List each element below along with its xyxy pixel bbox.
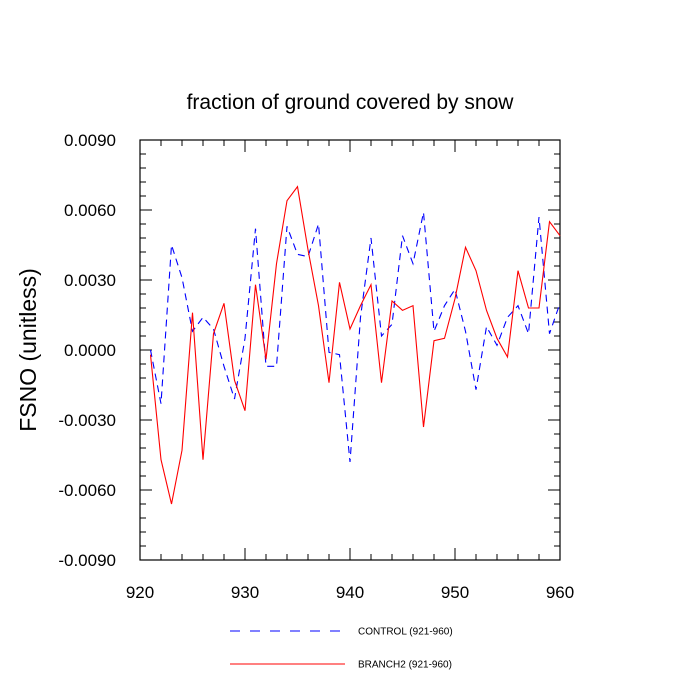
data-point <box>349 328 352 331</box>
data-point <box>328 381 331 384</box>
data-point <box>160 402 163 405</box>
data-point <box>496 344 499 347</box>
data-point <box>338 353 341 356</box>
data-point <box>517 304 520 307</box>
data-point <box>328 351 331 354</box>
data-point <box>370 283 373 286</box>
data-point <box>244 409 247 412</box>
data-point <box>233 398 236 401</box>
data-point <box>202 458 205 461</box>
data-point <box>485 309 488 312</box>
data-point <box>149 349 152 352</box>
data-point <box>527 332 530 335</box>
series-line-0 <box>149 212 561 463</box>
data-point <box>412 304 415 307</box>
data-point <box>149 353 152 356</box>
data-point <box>506 356 509 359</box>
data-point <box>296 185 299 188</box>
data-point <box>412 262 415 265</box>
data-point <box>506 316 509 319</box>
data-point <box>233 379 236 382</box>
data-point <box>464 246 467 249</box>
data-point <box>401 234 404 237</box>
data-point <box>170 244 173 247</box>
data-point <box>275 262 278 265</box>
data-point <box>422 211 425 214</box>
data-point <box>370 237 373 240</box>
data-point <box>538 216 541 219</box>
data-point <box>380 381 383 384</box>
plot-frame <box>139 139 561 561</box>
data-point <box>349 461 352 464</box>
data-point <box>317 304 320 307</box>
data-point <box>559 234 562 237</box>
data-point <box>244 337 247 340</box>
data-point <box>286 199 289 202</box>
legend-label: CONTROL (921-960) <box>358 627 453 638</box>
y-tick-label: -0.0090 <box>58 551 116 570</box>
data-point <box>485 325 488 328</box>
data-point <box>265 358 268 361</box>
data-point <box>433 339 436 342</box>
data-point <box>223 302 226 305</box>
data-point <box>454 297 457 300</box>
data-point <box>338 281 341 284</box>
data-point <box>517 269 520 272</box>
data-point <box>191 311 194 314</box>
y-tick-label: 0.0030 <box>64 271 116 290</box>
data-point <box>475 269 478 272</box>
data-point <box>433 330 436 333</box>
data-point <box>538 307 541 310</box>
data-point <box>527 307 530 310</box>
data-point <box>181 449 184 452</box>
data-point <box>359 304 362 307</box>
data-point <box>391 323 394 326</box>
data-point <box>254 227 257 230</box>
data-point <box>391 300 394 303</box>
data-point <box>317 223 320 226</box>
data-point <box>170 503 173 506</box>
series-line-1 <box>149 185 561 505</box>
data-point <box>454 288 457 291</box>
y-tick-label: 0.0090 <box>64 131 116 150</box>
y-axis-label: FSNO (unitless) <box>15 268 41 432</box>
data-point <box>212 332 215 335</box>
y-tick-label: 0.0060 <box>64 201 116 220</box>
data-point <box>548 332 551 335</box>
data-point <box>307 248 310 251</box>
data-point <box>202 316 205 319</box>
data-point <box>254 283 257 286</box>
x-tick-label: 930 <box>231 583 259 602</box>
y-tick-label: 0.0000 <box>64 341 116 360</box>
data-point <box>464 330 467 333</box>
data-point <box>443 304 446 307</box>
data-point <box>401 309 404 312</box>
plot-area: 920 930 940 950 960 -0.0090 -0.0060 -0.0030 0.00… <box>58 131 574 602</box>
data-point <box>496 337 499 340</box>
x-tick-label: 940 <box>336 583 364 602</box>
data-point <box>275 365 278 368</box>
data-point <box>559 302 562 305</box>
data-point <box>265 365 268 368</box>
chart-title: fraction of ground covered by snow <box>187 91 515 114</box>
data-point <box>422 426 425 429</box>
legend-label: BRANCH2 (921-960) <box>358 660 452 671</box>
data-point <box>548 220 551 223</box>
data-point <box>181 276 184 279</box>
x-tick-label: 920 <box>126 583 154 602</box>
legend: CONTROL (921-960) BRANCH2 (921-960) <box>230 627 453 671</box>
data-point <box>443 337 446 340</box>
data-point <box>286 225 289 228</box>
x-tick-label: 960 <box>546 583 574 602</box>
data-point <box>359 316 362 319</box>
data-point <box>380 335 383 338</box>
y-tick-label: -0.0030 <box>58 411 116 430</box>
y-tick-label: -0.0060 <box>58 481 116 500</box>
x-tick-label: 950 <box>441 583 469 602</box>
data-point <box>223 365 226 368</box>
data-point <box>296 253 299 256</box>
data-point <box>475 388 478 391</box>
data-point <box>160 458 163 461</box>
